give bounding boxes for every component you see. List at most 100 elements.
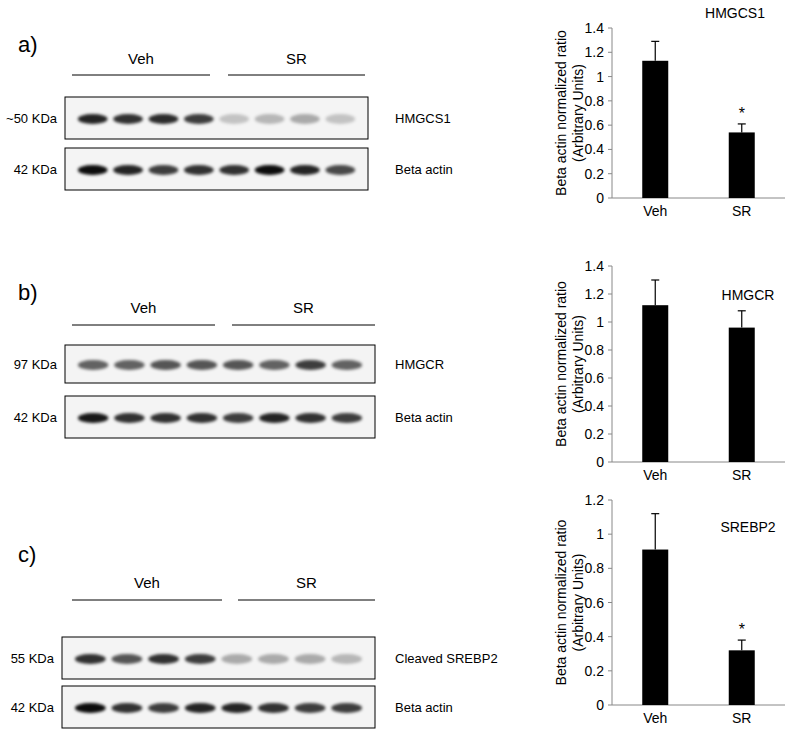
blot-frame bbox=[65, 345, 375, 383]
error-bar bbox=[738, 640, 746, 650]
error-cap bbox=[651, 41, 659, 42]
band bbox=[219, 114, 249, 124]
y-tick bbox=[608, 173, 612, 174]
y-tick-label: 1.4 bbox=[585, 20, 605, 36]
bar bbox=[642, 305, 668, 462]
band bbox=[187, 360, 217, 370]
band bbox=[148, 703, 179, 713]
band bbox=[185, 703, 216, 713]
y-tick bbox=[608, 294, 612, 295]
mw-label: 97 KDa bbox=[14, 357, 58, 372]
error-stem bbox=[741, 311, 742, 328]
mw-label: 42 KDa bbox=[14, 410, 58, 425]
x-tick-label: SR bbox=[732, 467, 751, 483]
y-tick bbox=[608, 350, 612, 351]
y-tick-label: 0.4 bbox=[585, 141, 605, 157]
band bbox=[149, 165, 179, 175]
y-tick bbox=[608, 322, 612, 323]
y-tick-label: 0 bbox=[596, 697, 604, 713]
band bbox=[325, 114, 355, 124]
group-line bbox=[228, 75, 365, 76]
panel-label: c) bbox=[18, 542, 36, 567]
y-tick-label: 1 bbox=[596, 69, 604, 85]
y-tick-label: 0 bbox=[596, 190, 604, 206]
band bbox=[219, 165, 249, 175]
bar bbox=[642, 550, 668, 705]
y-tick bbox=[608, 568, 612, 569]
y-tick bbox=[608, 76, 612, 77]
group-label: SR bbox=[286, 50, 307, 67]
x-tick-label: Veh bbox=[643, 203, 667, 219]
group-label: SR bbox=[293, 299, 314, 316]
mw-label: 42 KDa bbox=[11, 700, 55, 715]
band bbox=[114, 413, 144, 423]
error-bar bbox=[738, 124, 746, 133]
y-tick-label: 1 bbox=[596, 314, 604, 330]
marks bbox=[642, 514, 755, 705]
band bbox=[325, 165, 355, 175]
band bbox=[221, 654, 252, 664]
band bbox=[331, 654, 362, 664]
blot-frame bbox=[62, 686, 375, 728]
band bbox=[112, 703, 143, 713]
error-bar bbox=[651, 41, 659, 60]
protein-label: Beta actin bbox=[395, 162, 453, 177]
error-stem bbox=[655, 280, 656, 305]
y-tick bbox=[608, 534, 612, 535]
error-bar bbox=[651, 514, 659, 550]
marks bbox=[642, 41, 755, 198]
band bbox=[295, 703, 326, 713]
y-tick bbox=[608, 462, 612, 463]
y-tick-label: 0.4 bbox=[585, 629, 605, 645]
protein-label: Cleaved SREBP2 bbox=[395, 651, 498, 666]
x-axis bbox=[612, 705, 785, 706]
band bbox=[148, 654, 179, 664]
y-tick-label: 0.8 bbox=[585, 342, 605, 358]
band bbox=[223, 360, 253, 370]
mw-label: ~50 KDa bbox=[6, 111, 58, 126]
protein-label: Beta actin bbox=[395, 700, 453, 715]
group-label: Veh bbox=[128, 50, 154, 67]
y-tick bbox=[608, 500, 612, 501]
bar-chart: 00.20.40.60.811.2Beta actin normalized r… bbox=[553, 492, 786, 726]
band bbox=[187, 413, 217, 423]
band bbox=[255, 165, 285, 175]
band bbox=[185, 654, 216, 664]
marks bbox=[642, 280, 755, 462]
y-axis-label: Beta actin normalized ratio bbox=[553, 281, 569, 447]
panel-label: a) bbox=[18, 32, 38, 57]
band bbox=[223, 413, 253, 423]
protein-label: HMGCR bbox=[395, 357, 444, 372]
band bbox=[259, 360, 289, 370]
band bbox=[114, 360, 144, 370]
group-line bbox=[72, 600, 222, 601]
y-tick bbox=[608, 125, 612, 126]
band bbox=[75, 703, 106, 713]
y-tick bbox=[608, 198, 612, 199]
band bbox=[295, 413, 325, 423]
protein-label: Beta actin bbox=[395, 410, 453, 425]
group-label: SR bbox=[296, 574, 317, 591]
y-axis-label: (Arbitrary Units) bbox=[570, 315, 586, 413]
y-axis bbox=[612, 28, 613, 198]
y-tick bbox=[608, 636, 612, 637]
group-label: Veh bbox=[131, 299, 157, 316]
y-tick-label: 0.4 bbox=[585, 398, 605, 414]
error-cap bbox=[738, 639, 746, 640]
x-tick-label: Veh bbox=[643, 467, 667, 483]
y-tick-label: 0.2 bbox=[585, 166, 605, 182]
panel-label: b) bbox=[18, 280, 38, 305]
bar bbox=[729, 328, 755, 462]
y-tick-label: 0.6 bbox=[585, 117, 605, 133]
significance-mark: * bbox=[739, 621, 745, 638]
band bbox=[113, 165, 143, 175]
error-bar bbox=[651, 280, 659, 305]
band bbox=[331, 703, 362, 713]
chart-title: HMGCS1 bbox=[705, 5, 765, 21]
band bbox=[258, 703, 289, 713]
band bbox=[184, 165, 214, 175]
error-stem bbox=[741, 124, 742, 133]
chart-title: HMGCR bbox=[722, 287, 775, 303]
y-tick bbox=[608, 670, 612, 671]
error-cap bbox=[651, 513, 659, 514]
